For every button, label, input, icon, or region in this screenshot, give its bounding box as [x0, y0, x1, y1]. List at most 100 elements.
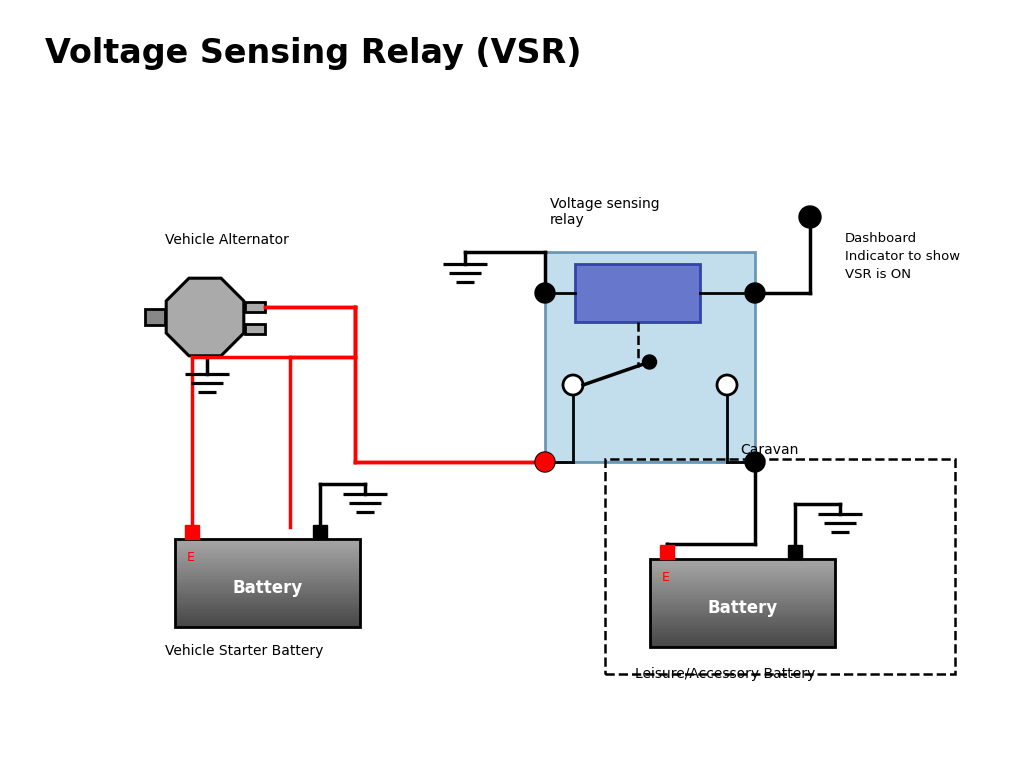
Bar	[650, 565, 835, 568]
Bar	[313, 525, 327, 539]
Circle shape	[799, 206, 821, 228]
Bar	[650, 608, 835, 610]
Bar	[650, 603, 835, 605]
Bar	[175, 583, 360, 585]
Text: Battery: Battery	[232, 579, 303, 597]
Bar	[650, 597, 835, 598]
Bar	[175, 552, 360, 554]
Circle shape	[535, 283, 555, 303]
Bar	[650, 579, 835, 581]
Bar	[650, 612, 835, 614]
Bar	[175, 625, 360, 627]
Bar	[175, 596, 360, 598]
Text: Leisure/Accessory Battery: Leisure/Accessory Battery	[635, 667, 815, 681]
Bar	[650, 640, 835, 643]
Bar	[175, 561, 360, 563]
Bar	[175, 603, 360, 605]
Circle shape	[717, 375, 737, 395]
Circle shape	[745, 283, 765, 303]
Bar	[175, 574, 360, 576]
Bar	[175, 539, 360, 541]
Bar	[175, 601, 360, 603]
Bar	[650, 614, 835, 616]
Bar	[175, 612, 360, 614]
Bar	[175, 605, 360, 607]
Bar	[175, 543, 360, 546]
Circle shape	[536, 453, 554, 471]
Bar	[650, 619, 835, 621]
Bar	[175, 559, 360, 561]
Bar	[575, 264, 700, 322]
Text: Battery: Battery	[707, 599, 777, 617]
Bar	[650, 627, 835, 630]
Bar	[175, 570, 360, 572]
Bar	[245, 302, 265, 312]
Bar	[245, 324, 265, 334]
Bar	[650, 598, 835, 601]
Bar	[650, 563, 835, 565]
Bar	[650, 601, 835, 603]
Bar	[175, 572, 360, 574]
Bar	[175, 592, 360, 594]
Bar	[660, 545, 674, 559]
Bar	[175, 565, 360, 568]
Bar	[175, 554, 360, 557]
Bar	[145, 309, 165, 325]
Bar	[175, 620, 360, 622]
Bar	[175, 546, 360, 548]
Bar	[650, 592, 835, 594]
Bar	[650, 632, 835, 633]
Bar	[650, 570, 835, 572]
Bar	[175, 541, 360, 543]
Bar	[650, 605, 835, 608]
Bar	[650, 616, 835, 619]
Bar	[650, 636, 835, 638]
Bar	[175, 616, 360, 619]
Text: Vehicle Alternator: Vehicle Alternator	[165, 233, 288, 247]
Circle shape	[564, 375, 583, 395]
Bar	[175, 563, 360, 565]
Bar	[650, 594, 835, 597]
Bar	[650, 575, 835, 576]
Bar	[650, 645, 835, 647]
Bar	[650, 568, 835, 570]
Bar	[175, 579, 360, 581]
Bar	[650, 587, 835, 590]
Text: Caravan: Caravan	[740, 443, 798, 457]
Bar	[650, 633, 835, 636]
Bar	[175, 539, 360, 627]
Bar	[650, 630, 835, 632]
Bar	[175, 609, 360, 612]
Bar	[175, 568, 360, 570]
Bar	[175, 619, 360, 620]
Bar	[175, 581, 360, 583]
Bar	[650, 643, 835, 645]
Bar	[185, 525, 199, 539]
Bar	[650, 581, 835, 583]
Circle shape	[745, 452, 765, 472]
Bar	[175, 598, 360, 601]
Bar	[545, 252, 755, 462]
Bar	[788, 545, 802, 559]
Bar	[605, 459, 955, 674]
Bar	[650, 561, 835, 563]
Bar	[650, 559, 835, 561]
Bar	[650, 625, 835, 627]
Text: Voltage sensing
relay: Voltage sensing relay	[550, 197, 659, 227]
Text: E: E	[187, 551, 195, 564]
Circle shape	[643, 355, 656, 369]
Text: Vehicle Starter Battery: Vehicle Starter Battery	[165, 644, 323, 658]
Bar	[175, 548, 360, 550]
Bar	[175, 576, 360, 579]
Polygon shape	[166, 278, 244, 356]
Bar	[175, 587, 360, 590]
Text: E: E	[662, 571, 669, 584]
Bar	[650, 576, 835, 579]
Bar	[175, 614, 360, 616]
Bar	[175, 550, 360, 552]
Bar	[650, 559, 835, 647]
Bar	[650, 583, 835, 586]
Bar	[650, 572, 835, 575]
Bar	[650, 622, 835, 625]
Bar	[650, 621, 835, 622]
